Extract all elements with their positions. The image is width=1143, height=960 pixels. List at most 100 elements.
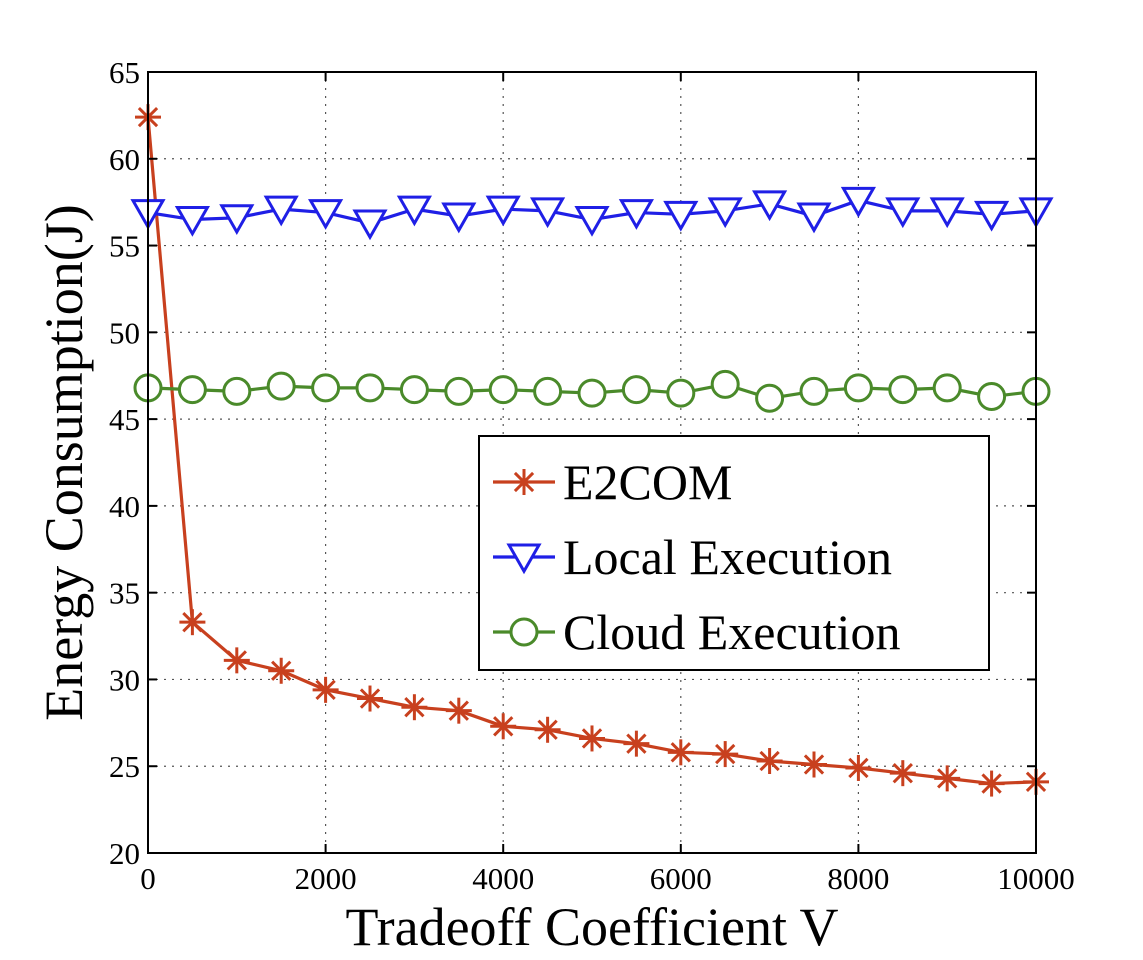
x-tick-label: 6000	[650, 861, 712, 896]
data-point	[445, 697, 472, 724]
data-point	[534, 716, 561, 743]
x-tick-label: 0	[140, 861, 156, 896]
data-point	[712, 741, 739, 768]
x-axis-title: Tradeoff Coefficient V	[346, 897, 839, 957]
data-point	[666, 378, 696, 408]
data-point	[579, 725, 605, 752]
data-point	[752, 190, 788, 222]
data-point	[268, 657, 295, 684]
legend-marker	[506, 543, 542, 575]
data-point	[889, 760, 916, 787]
data-point	[399, 375, 429, 405]
asterisk-stroke	[182, 612, 203, 633]
data-point	[490, 713, 517, 740]
data-point	[978, 770, 1005, 797]
data-point	[401, 694, 428, 721]
data-point	[352, 209, 388, 241]
series-cloud-execution	[133, 369, 1051, 413]
plot-frame	[147, 71, 1037, 854]
data-point	[929, 197, 965, 229]
data-point	[796, 202, 832, 234]
data-point	[663, 200, 699, 232]
y-axis-title: Energy Consumption(J)	[34, 204, 94, 720]
asterisk-stroke	[404, 697, 425, 718]
data-point	[396, 195, 432, 227]
legend-label: Local Execution	[563, 529, 892, 585]
asterisk-stroke	[493, 716, 514, 737]
asterisk-stroke	[315, 679, 336, 701]
y-tick-label: 60	[109, 142, 140, 177]
asterisk-stroke	[937, 768, 958, 789]
y-tick-label: 55	[109, 229, 140, 264]
data-point	[667, 739, 694, 766]
data-point	[618, 199, 654, 230]
x-tick-label: 4000	[472, 861, 534, 896]
data-point	[934, 765, 961, 792]
data-point	[179, 609, 206, 636]
data-point	[174, 206, 210, 237]
data-point	[485, 195, 521, 227]
y-tick-label: 20	[109, 836, 140, 871]
asterisk-stroke	[359, 688, 381, 709]
asterisk-stroke	[271, 660, 292, 681]
asterisk-stroke	[715, 743, 736, 765]
data-point	[977, 382, 1007, 412]
data-point	[845, 754, 872, 781]
asterisk-stroke	[513, 471, 535, 493]
asterisk-stroke	[981, 773, 1002, 794]
data-point	[974, 200, 1010, 232]
data-point	[710, 369, 740, 399]
data-point	[222, 376, 252, 406]
legend: E2COM Local Execution Cloud Execution	[478, 435, 990, 671]
y-tick-label: 40	[109, 489, 140, 524]
data-point	[885, 197, 921, 229]
data-point	[312, 676, 339, 703]
x-tick-label: 2000	[295, 861, 357, 896]
legend-marker	[509, 617, 539, 647]
legend-item: E2COM	[493, 454, 732, 510]
data-point	[308, 199, 344, 230]
x-tick-label: 8000	[827, 861, 889, 896]
legend-item: Local Execution	[493, 529, 892, 585]
data-point	[355, 373, 385, 403]
data-point	[574, 206, 610, 237]
asterisk-stroke	[537, 719, 558, 740]
asterisk-stroke	[626, 733, 647, 754]
data-point	[799, 376, 829, 406]
asterisk-stroke	[892, 763, 913, 784]
legend-box	[478, 435, 990, 671]
data-point	[441, 202, 477, 234]
asterisk-stroke	[448, 700, 469, 721]
plot-series	[130, 104, 1054, 797]
asterisk-stroke	[759, 750, 780, 772]
data-point	[266, 371, 296, 401]
y-tick-label: 50	[109, 315, 140, 350]
data-point	[707, 197, 743, 229]
legend-item: Cloud Execution	[493, 604, 900, 660]
data-point	[223, 647, 250, 674]
data-point	[219, 204, 255, 236]
data-point	[533, 376, 563, 406]
data-point	[888, 375, 918, 405]
data-point	[621, 375, 651, 405]
data-point	[755, 383, 785, 413]
asterisk-stroke	[848, 757, 869, 779]
y-tick-label: 35	[109, 576, 140, 611]
axis-ticks: 0 2000 4000 6000 8000 10000 20 25 30 35 40 45 50 55 60…	[109, 55, 1075, 896]
data-point	[311, 373, 341, 403]
data-point	[756, 748, 783, 775]
y-tick-label: 30	[109, 662, 140, 697]
y-tick-label: 65	[109, 55, 140, 90]
series-local-execution	[130, 186, 1054, 241]
data-point	[177, 375, 207, 405]
y-tick-label: 25	[109, 749, 140, 784]
asterisk-stroke	[226, 650, 247, 671]
y-tick-label: 45	[109, 402, 140, 437]
data-point	[530, 197, 566, 229]
legend-label: E2COM	[563, 454, 732, 510]
legend-label: Cloud Execution	[563, 604, 900, 660]
data-point	[263, 195, 299, 227]
data-point	[843, 373, 873, 403]
asterisk-stroke	[581, 728, 603, 749]
